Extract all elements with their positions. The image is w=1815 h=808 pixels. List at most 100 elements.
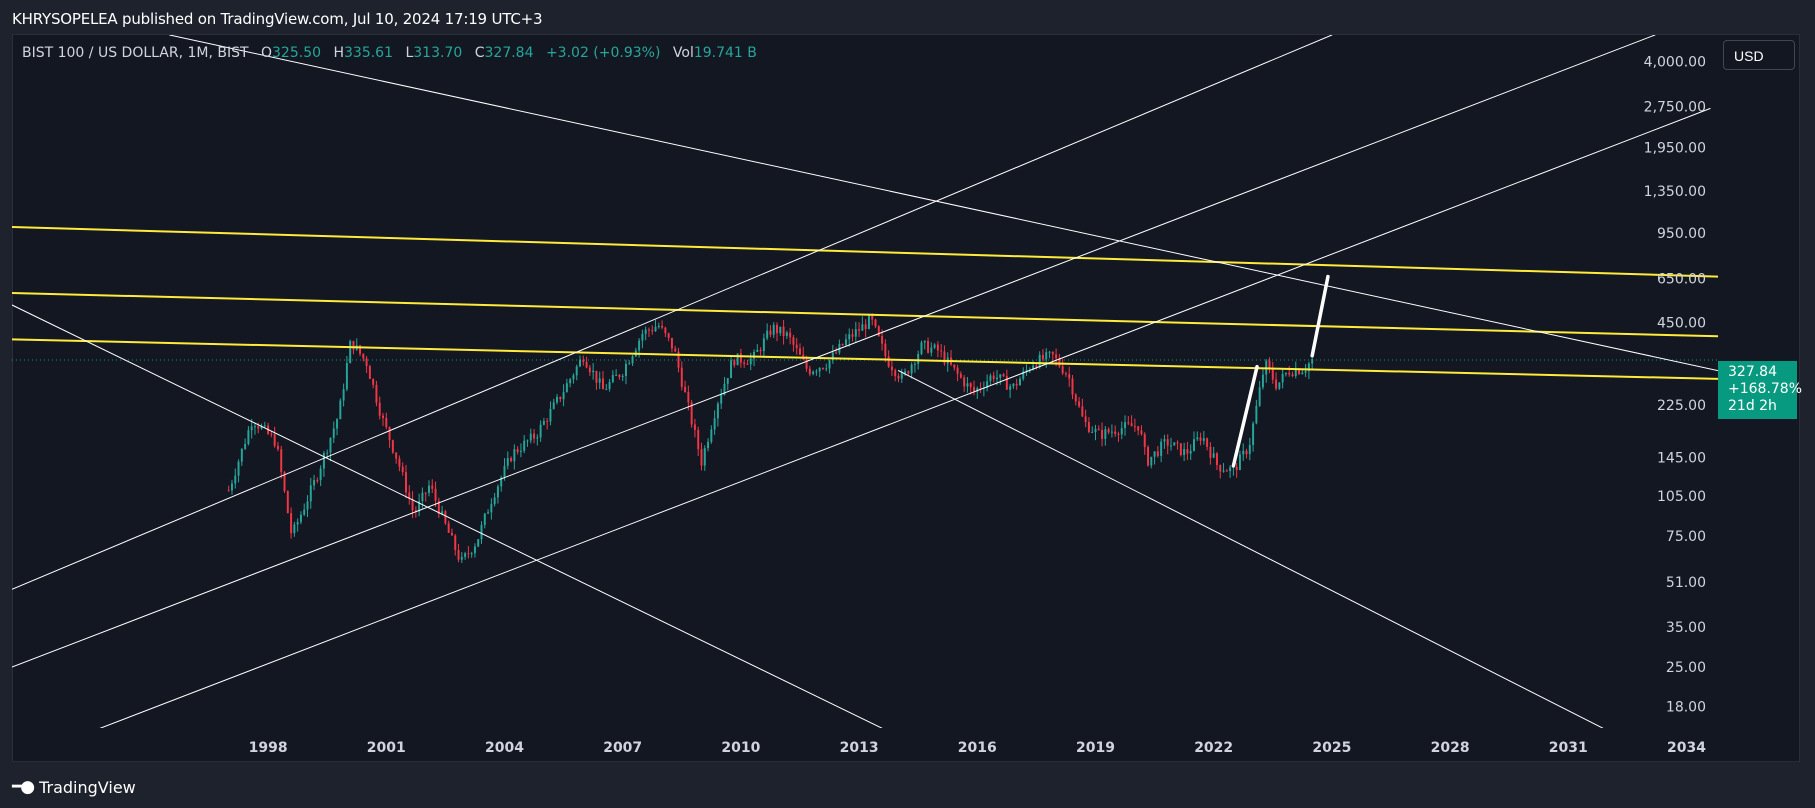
- candle-body: [1055, 354, 1058, 359]
- tradingview-logo[interactable]: ━● TradingView: [12, 777, 136, 797]
- y-tick-label: 2,750.00: [1644, 99, 1706, 115]
- candle-body: [769, 330, 772, 335]
- candle-body: [605, 389, 608, 391]
- x-tick-label: 2034: [1667, 740, 1706, 756]
- candle-body: [411, 498, 414, 511]
- candle-body: [730, 360, 733, 379]
- candle-body: [792, 337, 795, 345]
- currency-button[interactable]: USD: [1723, 40, 1795, 70]
- candle-body: [1311, 358, 1314, 364]
- candle-body: [418, 501, 421, 512]
- white-trendline: [1310, 274, 1330, 358]
- candle-body: [470, 553, 473, 555]
- candle-body: [480, 524, 483, 540]
- change-value: +3.02 (+0.93%): [545, 45, 661, 61]
- candle-body: [391, 440, 394, 453]
- candle-body: [523, 440, 526, 451]
- chart-pane[interactable]: [12, 34, 1800, 762]
- candle-body: [805, 359, 808, 369]
- candle-body: [818, 367, 821, 372]
- candle-body: [848, 334, 851, 340]
- candle-body: [723, 383, 726, 395]
- candle-body: [529, 433, 532, 441]
- white-trendline: [99, 108, 1711, 728]
- candle-body: [395, 452, 398, 459]
- candle-body: [1238, 454, 1241, 471]
- candle-body: [1018, 378, 1021, 386]
- candle-body: [608, 382, 611, 390]
- candle-body: [457, 549, 460, 560]
- candle-body: [1127, 422, 1130, 424]
- candle-body: [244, 443, 247, 449]
- candle-body: [290, 513, 293, 534]
- candle-body: [263, 425, 266, 427]
- candle-body: [1183, 448, 1186, 456]
- candle-body: [1258, 387, 1261, 406]
- candle-body: [1170, 445, 1172, 447]
- white-trendline: [12, 304, 883, 728]
- candle-body: [700, 449, 703, 466]
- candle-body: [1271, 368, 1274, 380]
- y-tick-label: 950.00: [1657, 226, 1706, 242]
- white-trendline: [1231, 364, 1259, 468]
- candle-body: [1248, 445, 1251, 455]
- candle-body: [973, 387, 975, 392]
- candle-body: [667, 333, 670, 338]
- candle-body: [986, 381, 989, 388]
- candle-body: [808, 368, 811, 375]
- candle-body: [618, 374, 621, 377]
- candle-body: [408, 492, 411, 499]
- candle-body: [1091, 431, 1094, 433]
- candle-body: [736, 353, 739, 366]
- candle-body: [674, 348, 677, 352]
- candle-body: [1097, 428, 1100, 430]
- candle-body: [638, 340, 641, 351]
- candle-body: [339, 400, 342, 420]
- candle-body: [1166, 439, 1169, 446]
- candle-body: [976, 388, 979, 392]
- last-price: 327.84: [1728, 364, 1777, 380]
- candle-body: [1061, 366, 1064, 374]
- candle-body: [996, 377, 998, 380]
- candle-body: [313, 480, 316, 486]
- x-tick-label: 2016: [958, 740, 997, 756]
- candle-body: [713, 418, 716, 430]
- candle-body: [464, 553, 467, 557]
- tradingview-logo-icon: ━●: [12, 777, 35, 797]
- candle-body: [953, 364, 956, 368]
- candle-body: [352, 341, 355, 350]
- candle-body: [1255, 405, 1258, 424]
- candle-body: [477, 539, 480, 547]
- candle-body: [910, 364, 913, 374]
- candle-body: [556, 396, 559, 403]
- candle-body: [900, 373, 903, 379]
- candle-body: [670, 337, 673, 349]
- candle-body: [992, 375, 995, 380]
- x-tick-label: 2007: [603, 740, 642, 756]
- candle-body: [500, 477, 503, 487]
- candle-body: [1101, 429, 1104, 439]
- candle-body: [1124, 422, 1127, 429]
- candle-body: [450, 532, 453, 536]
- high-label: H: [333, 45, 344, 61]
- candle-body: [1104, 429, 1107, 439]
- candle-body: [1202, 438, 1205, 441]
- last-price-tag: 327.84 +168.78% 21d 2h: [1718, 361, 1802, 419]
- candle-body: [365, 358, 368, 367]
- candle-body: [1261, 374, 1264, 388]
- candle-body: [753, 351, 756, 359]
- candle-body: [1087, 422, 1090, 433]
- candle-body: [1307, 363, 1310, 372]
- candle-body: [1035, 365, 1038, 368]
- close-value: 327.84: [484, 45, 534, 61]
- open-label: O: [260, 45, 273, 61]
- candle-body: [1022, 371, 1025, 379]
- candle-body: [743, 362, 746, 364]
- candle-body: [677, 351, 680, 368]
- candle-body: [631, 356, 634, 364]
- high-value: 335.61: [344, 45, 393, 61]
- candle-body: [276, 445, 279, 450]
- candle-body: [431, 485, 434, 489]
- candle-body: [1225, 470, 1228, 472]
